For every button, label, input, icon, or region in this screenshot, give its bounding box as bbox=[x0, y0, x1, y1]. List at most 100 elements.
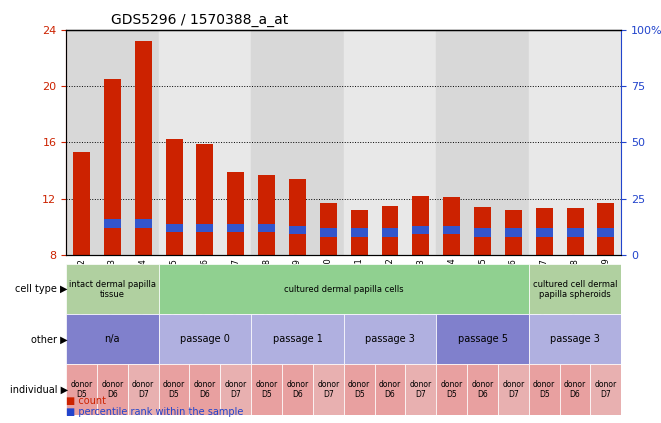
Bar bbox=[443, 226, 460, 234]
FancyBboxPatch shape bbox=[436, 365, 467, 415]
FancyBboxPatch shape bbox=[159, 314, 251, 365]
FancyBboxPatch shape bbox=[529, 314, 621, 365]
Text: cell type ▶: cell type ▶ bbox=[15, 284, 67, 294]
Text: donor
D5: donor D5 bbox=[533, 380, 555, 399]
Bar bbox=[220, 30, 251, 255]
FancyBboxPatch shape bbox=[66, 264, 159, 314]
Bar bbox=[73, 152, 90, 255]
Bar bbox=[289, 226, 306, 234]
Bar bbox=[535, 209, 553, 255]
Text: individual ▶: individual ▶ bbox=[9, 385, 67, 395]
FancyBboxPatch shape bbox=[375, 365, 405, 415]
Text: cultured dermal papilla cells: cultured dermal papilla cells bbox=[284, 285, 403, 294]
Text: donor
D7: donor D7 bbox=[410, 380, 432, 399]
Bar bbox=[66, 30, 97, 255]
Bar bbox=[381, 228, 399, 236]
Bar bbox=[436, 30, 467, 255]
Text: donor
D5: donor D5 bbox=[348, 380, 370, 399]
Bar bbox=[350, 228, 368, 236]
Text: donor
D7: donor D7 bbox=[225, 380, 247, 399]
Text: donor
D7: donor D7 bbox=[317, 380, 339, 399]
Bar bbox=[165, 224, 182, 232]
Bar bbox=[535, 228, 553, 236]
Bar bbox=[498, 30, 529, 255]
Bar bbox=[598, 228, 615, 236]
Bar bbox=[375, 30, 405, 255]
Bar bbox=[320, 203, 336, 255]
Bar bbox=[381, 206, 399, 255]
Bar bbox=[135, 41, 152, 255]
Text: passage 0: passage 0 bbox=[180, 335, 230, 344]
FancyBboxPatch shape bbox=[436, 314, 529, 365]
Bar bbox=[443, 197, 460, 255]
Bar bbox=[282, 30, 313, 255]
Text: donor
D6: donor D6 bbox=[101, 380, 124, 399]
Bar bbox=[289, 179, 306, 255]
Bar bbox=[190, 30, 220, 255]
Text: ■ percentile rank within the sample: ■ percentile rank within the sample bbox=[66, 407, 243, 418]
FancyBboxPatch shape bbox=[66, 365, 97, 415]
Bar bbox=[97, 30, 128, 255]
FancyBboxPatch shape bbox=[159, 264, 529, 314]
Text: cultured cell dermal
papilla spheroids: cultured cell dermal papilla spheroids bbox=[533, 280, 617, 299]
Bar bbox=[560, 30, 590, 255]
FancyBboxPatch shape bbox=[251, 314, 344, 365]
Text: donor
D7: donor D7 bbox=[502, 380, 524, 399]
Bar bbox=[258, 224, 275, 232]
Bar bbox=[251, 30, 282, 255]
FancyBboxPatch shape bbox=[529, 365, 560, 415]
Bar bbox=[165, 140, 182, 255]
Bar bbox=[227, 172, 244, 255]
FancyBboxPatch shape bbox=[467, 365, 498, 415]
Bar bbox=[350, 210, 368, 255]
Text: passage 5: passage 5 bbox=[457, 335, 508, 344]
Bar bbox=[474, 228, 491, 236]
Text: donor
D5: donor D5 bbox=[71, 380, 93, 399]
Text: other ▶: other ▶ bbox=[31, 335, 67, 344]
FancyBboxPatch shape bbox=[313, 365, 344, 415]
Bar bbox=[344, 30, 375, 255]
Bar bbox=[258, 175, 275, 255]
FancyBboxPatch shape bbox=[344, 365, 375, 415]
Bar bbox=[505, 210, 522, 255]
Text: donor
D5: donor D5 bbox=[256, 380, 278, 399]
Bar bbox=[474, 207, 491, 255]
FancyBboxPatch shape bbox=[159, 365, 190, 415]
Bar bbox=[405, 30, 436, 255]
Text: donor
D6: donor D6 bbox=[194, 380, 216, 399]
FancyBboxPatch shape bbox=[220, 365, 251, 415]
Text: donor
D7: donor D7 bbox=[595, 380, 617, 399]
Bar bbox=[104, 219, 121, 228]
Text: donor
D5: donor D5 bbox=[441, 380, 463, 399]
Bar bbox=[529, 30, 560, 255]
Text: donor
D7: donor D7 bbox=[132, 380, 154, 399]
Text: intact dermal papilla
tissue: intact dermal papilla tissue bbox=[69, 280, 156, 299]
FancyBboxPatch shape bbox=[66, 314, 159, 365]
Bar bbox=[196, 224, 214, 232]
FancyBboxPatch shape bbox=[128, 365, 159, 415]
FancyBboxPatch shape bbox=[97, 365, 128, 415]
FancyBboxPatch shape bbox=[590, 365, 621, 415]
FancyBboxPatch shape bbox=[190, 365, 220, 415]
Bar bbox=[590, 30, 621, 255]
Bar bbox=[227, 224, 244, 232]
Bar bbox=[566, 209, 584, 255]
FancyBboxPatch shape bbox=[344, 314, 436, 365]
Bar bbox=[505, 228, 522, 236]
Bar bbox=[598, 203, 615, 255]
Bar bbox=[467, 30, 498, 255]
FancyBboxPatch shape bbox=[560, 365, 590, 415]
FancyBboxPatch shape bbox=[498, 365, 529, 415]
Bar bbox=[412, 196, 429, 255]
Text: ■ count: ■ count bbox=[66, 396, 106, 406]
Bar bbox=[196, 144, 214, 255]
Text: donor
D6: donor D6 bbox=[471, 380, 494, 399]
FancyBboxPatch shape bbox=[529, 264, 621, 314]
Bar bbox=[128, 30, 159, 255]
Text: passage 1: passage 1 bbox=[272, 335, 323, 344]
Text: donor
D6: donor D6 bbox=[286, 380, 309, 399]
Text: donor
D6: donor D6 bbox=[564, 380, 586, 399]
Text: donor
D6: donor D6 bbox=[379, 380, 401, 399]
Bar bbox=[313, 30, 344, 255]
Text: GDS5296 / 1570388_a_at: GDS5296 / 1570388_a_at bbox=[110, 13, 288, 27]
